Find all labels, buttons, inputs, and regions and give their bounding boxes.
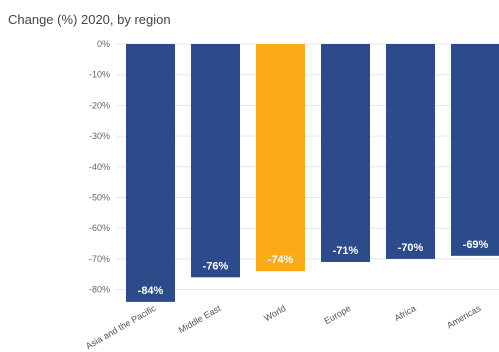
x-category-label: World [262, 303, 287, 323]
y-axis-ticks: 0% -10% -20% -30% -40% -50% -60% -70% -80% [89, 39, 110, 295]
data-label: -84% [138, 285, 164, 297]
bar [126, 44, 175, 302]
bar [321, 44, 370, 262]
y-tick-label: -70% [89, 254, 110, 264]
bar [386, 44, 435, 259]
y-tick-label: -30% [89, 131, 110, 141]
y-tick-label: -80% [89, 285, 110, 295]
y-tick-label: 0% [97, 39, 110, 49]
y-tick-label: -10% [89, 70, 110, 80]
x-category-label: Africa [393, 303, 418, 323]
chart-title: Change (%) 2020, by region [8, 12, 171, 27]
x-category-label: Asia and the Pacific [84, 303, 158, 351]
x-category-label: Europe [322, 303, 352, 326]
y-tick-label: -50% [89, 193, 110, 203]
x-category-label: Middle East [177, 303, 223, 335]
y-tick-label: -40% [89, 162, 110, 172]
bar [451, 44, 499, 256]
y-tick-label: -20% [89, 100, 110, 110]
x-axis-labels: Asia and the Pacific Middle East World Euro… [84, 303, 483, 351]
bar [256, 44, 305, 272]
gridlines [116, 43, 499, 291]
x-category-label: Americas [445, 303, 483, 331]
bars [126, 44, 499, 302]
data-labels: -84% -76% -74% -71% -70% -69% [138, 239, 489, 297]
data-label: -76% [203, 260, 229, 272]
data-label: -69% [463, 239, 489, 251]
y-tick-label: -60% [89, 223, 110, 233]
data-label: -71% [333, 245, 359, 257]
data-label: -74% [268, 254, 294, 266]
bar [191, 44, 240, 278]
data-label: -70% [398, 242, 424, 254]
